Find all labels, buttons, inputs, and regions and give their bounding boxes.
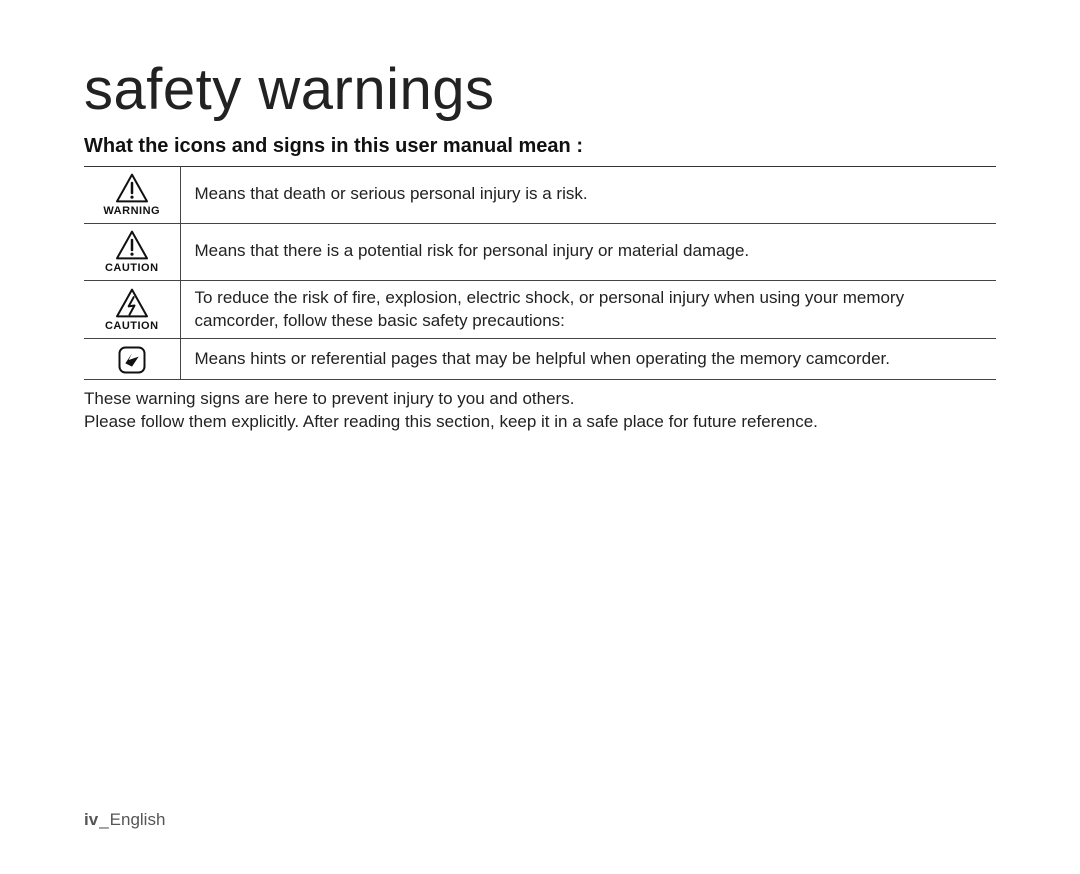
icon-label-warning: WARNING — [88, 204, 176, 219]
description-cell: Means that there is a potential risk for… — [180, 223, 996, 280]
note-square-icon — [117, 345, 147, 375]
icon-cell-warning: WARNING — [84, 166, 180, 223]
table-row: CAUTION To reduce the risk of fire, expl… — [84, 280, 996, 339]
table-row: WARNING Means that death or serious pers… — [84, 166, 996, 223]
page-subtitle: What the icons and signs in this user ma… — [84, 135, 996, 158]
footer-line-1: These warning signs are here to prevent … — [84, 389, 574, 408]
description-cell: To reduce the risk of fire, explosion, e… — [180, 280, 996, 339]
caution-triangle-icon — [115, 230, 149, 260]
table-row: CAUTION Means that there is a potential … — [84, 223, 996, 280]
description-cell: Means that death or serious personal inj… — [180, 166, 996, 223]
icon-meaning-table: WARNING Means that death or serious pers… — [84, 166, 996, 381]
page-number-lang: English — [110, 810, 166, 829]
icon-cell-note — [84, 339, 180, 380]
table-row: Means hints or referential pages that ma… — [84, 339, 996, 380]
manual-page: safety warnings What the icons and signs… — [0, 0, 1080, 874]
icon-label-caution-bolt: CAUTION — [88, 319, 176, 334]
page-title: safety warnings — [84, 60, 996, 121]
icon-label-caution: CAUTION — [88, 261, 176, 276]
description-cell: Means hints or referential pages that ma… — [180, 339, 996, 380]
page-number-roman: iv — [84, 810, 98, 829]
footer-line-2: Please follow them explicitly. After rea… — [84, 412, 818, 431]
warning-triangle-icon — [115, 173, 149, 203]
footer-paragraph: These warning signs are here to prevent … — [84, 388, 996, 434]
page-number: iv_English — [84, 810, 165, 830]
icon-cell-caution-bolt: CAUTION — [84, 280, 180, 339]
icon-cell-caution: CAUTION — [84, 223, 180, 280]
caution-bolt-triangle-icon — [115, 288, 149, 318]
